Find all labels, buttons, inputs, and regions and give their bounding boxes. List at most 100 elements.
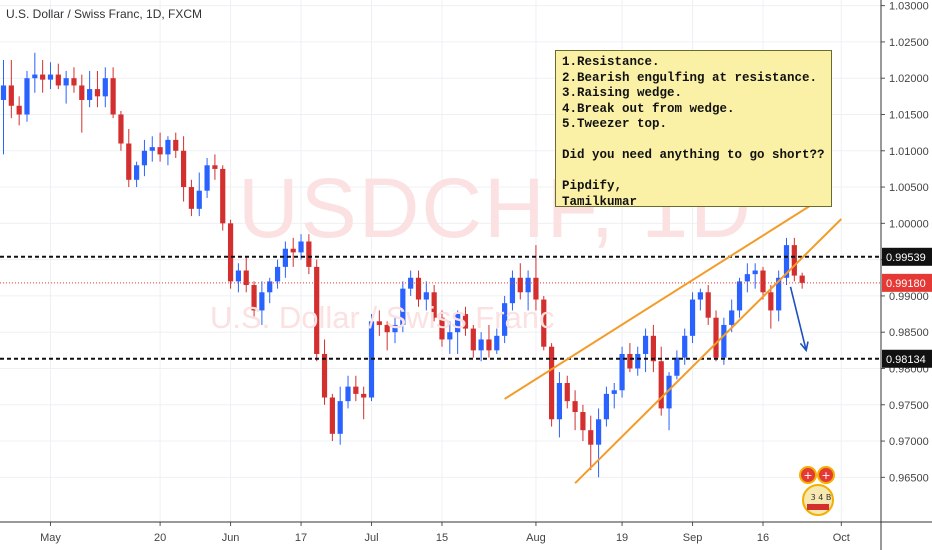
wedge-trendline	[504, 200, 819, 400]
x-tick-label: May	[40, 532, 61, 544]
candle-body-up	[282, 248, 288, 267]
x-tick-label: 16	[757, 532, 769, 544]
candle-body-down	[760, 270, 766, 293]
candle-body-down	[517, 277, 523, 293]
candle-body-up	[165, 139, 171, 155]
candle-body-up	[408, 277, 414, 289]
candle-body-down	[16, 105, 22, 115]
candle-body-down	[306, 241, 312, 267]
candle-body-down	[329, 397, 335, 434]
candle-body-up	[611, 390, 617, 394]
candle-body-up	[744, 274, 750, 282]
candle-body-down	[126, 143, 132, 180]
candle-body-up	[674, 357, 680, 376]
candle-body-up	[149, 147, 155, 151]
down-arrow-shaft	[789, 286, 807, 351]
candle-body-up	[556, 383, 563, 420]
candle-body-down	[705, 292, 711, 318]
candle-body-down	[290, 248, 296, 253]
candle-body-down	[533, 277, 539, 300]
candle-body-down	[658, 361, 664, 409]
candle-body-up	[134, 165, 140, 180]
candle-body-down	[79, 85, 85, 100]
drawings	[0, 200, 881, 484]
price-axis[interactable]: 0.965000.970000.975000.980000.985000.990…	[880, 0, 932, 550]
candle-body-down	[627, 353, 633, 369]
candle-body-up	[525, 277, 531, 293]
candle-body-up	[267, 281, 273, 293]
svg-text:+: +	[803, 469, 812, 482]
candle-body-down	[361, 393, 367, 398]
candle-body-down	[486, 339, 492, 351]
candle-body-up	[478, 339, 484, 351]
candle-body-up	[603, 393, 610, 420]
candle-body-up	[102, 78, 108, 97]
annotation-note[interactable]: 1.Resistance. 2.Bearish engulfing at resi…	[555, 50, 832, 209]
candle-body-up	[682, 335, 688, 358]
candle-body-up	[0, 85, 7, 100]
badge-text: 3 4 B	[811, 493, 832, 502]
candle-body-up	[32, 74, 38, 79]
resistance-price-tag	[882, 247, 932, 266]
candle-body-down	[415, 277, 422, 300]
candle-body-down	[118, 114, 124, 144]
candle-body-down	[572, 401, 578, 413]
candle-body-up	[259, 292, 265, 311]
y-tick-label: 1.02500	[889, 37, 929, 49]
candle-body-down	[321, 353, 328, 398]
note-line	[562, 133, 825, 149]
candle-body-down	[470, 328, 476, 351]
candle-body-up	[509, 277, 516, 304]
note-line: 5.Tweezer top.	[562, 117, 668, 131]
current-price-label: 0.99180	[886, 278, 926, 290]
candle-body-up	[635, 353, 641, 369]
candle-body-down	[251, 285, 257, 311]
note-line: 3.Raising wedge.	[562, 86, 683, 100]
candle-body-up	[729, 310, 735, 325]
x-tick-label: Jul	[364, 532, 378, 544]
candle-body-down	[243, 270, 249, 286]
candle-body-up	[345, 386, 351, 402]
candle-body-down	[173, 139, 179, 151]
note-line: Tamilkumar	[562, 194, 638, 209]
candle-body-down	[431, 292, 437, 318]
candle-body-up	[196, 190, 202, 209]
candle-body-up	[642, 335, 649, 354]
candle-body-down	[799, 275, 805, 283]
note-line	[562, 164, 825, 180]
candle-body-down	[713, 317, 719, 358]
y-tick-label: 0.96500	[889, 472, 929, 484]
candle-body-up	[455, 314, 461, 333]
candle-body-up	[274, 266, 281, 282]
y-tick-label: 0.98500	[889, 327, 929, 339]
candle-body-down	[157, 147, 163, 155]
candle-body-down	[541, 299, 547, 347]
time-axis[interactable]: May 20 Jun 17 Jul 15 Aug 19 Sep 16 Oct	[0, 521, 932, 544]
candle-body-down	[439, 317, 445, 340]
candle-body-up	[736, 281, 743, 311]
candle-body-up	[595, 419, 602, 445]
y-tick-label: 1.01000	[889, 146, 929, 158]
candle-body-up	[502, 303, 508, 336]
x-tick-label: Sep	[683, 532, 703, 544]
candle-body-up	[783, 245, 790, 278]
candle-body-down	[564, 383, 570, 402]
down-arrow-head	[799, 341, 809, 353]
candle-body-up	[337, 401, 343, 434]
candle-body-up	[141, 150, 148, 166]
candle-body-up	[752, 270, 758, 275]
candle-body-up	[697, 292, 703, 300]
wedge-trendline	[574, 218, 843, 484]
candle-body-up	[298, 241, 304, 253]
candle-body-up	[423, 292, 429, 300]
support-price-tag	[882, 349, 932, 368]
candle-body-down	[314, 266, 320, 354]
svg-text:+: +	[821, 469, 830, 482]
y-tick-label: 1.00500	[889, 182, 929, 194]
candle-body-up	[63, 78, 69, 86]
candle-body-down	[791, 245, 797, 276]
candle-body-up	[47, 74, 54, 80]
candle-body-down	[188, 187, 195, 209]
x-tick-label: Oct	[833, 532, 850, 544]
candle-body-down	[588, 430, 594, 445]
